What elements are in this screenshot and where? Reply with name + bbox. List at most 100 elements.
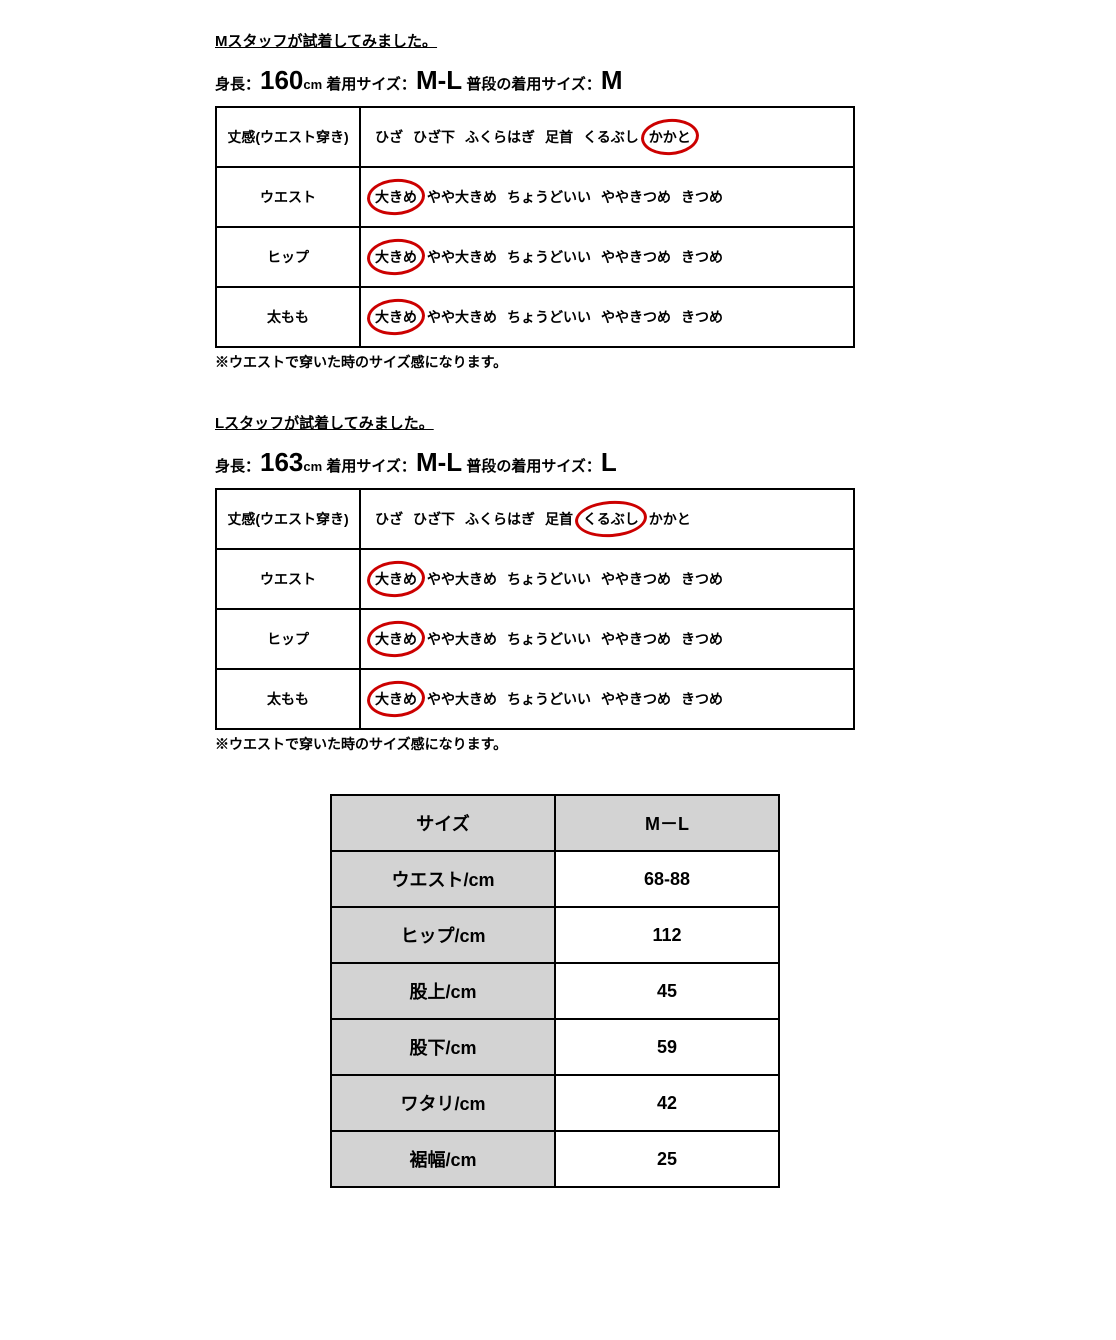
- fit-option: ややきつめ: [599, 187, 673, 207]
- size-row-label: ヒップ/cm: [331, 907, 555, 963]
- usual-label: 普段の着用サイズ：: [466, 76, 601, 93]
- fit-row-options: 大きめやや大きめちょうどいいややきつめきつめ: [360, 287, 854, 347]
- fit-option: きつめ: [679, 187, 725, 207]
- size-row-label: 股上/cm: [331, 963, 555, 1019]
- size-row-label: 裾幅/cm: [331, 1131, 555, 1187]
- fit-table: 丈感(ウエスト穿き)ひざひざ下ふくらはぎ足首くるぶしかかとウエスト大きめやや大き…: [215, 488, 855, 730]
- fit-option: ややきつめ: [599, 689, 673, 709]
- fit-row-options: 大きめやや大きめちょうどいいややきつめきつめ: [360, 669, 854, 729]
- usual-label: 普段の着用サイズ：: [466, 458, 601, 475]
- fit-row-options: 大きめやや大きめちょうどいいややきつめきつめ: [360, 167, 854, 227]
- fit-option: 大きめ: [373, 307, 419, 327]
- height-unit: cm: [303, 459, 322, 474]
- fit-note: ※ウエストで穿いた時のサイズ感になります。: [215, 734, 895, 754]
- size-row: 股下/cm59: [331, 1019, 779, 1075]
- fit-option: ややきつめ: [599, 569, 673, 589]
- fit-row: ウエスト大きめやや大きめちょうどいいややきつめきつめ: [216, 549, 854, 609]
- fit-option: 大きめ: [373, 569, 419, 589]
- size-row-label: ウエスト/cm: [331, 851, 555, 907]
- fit-row-label: 太もも: [216, 669, 360, 729]
- worn-value: M-L: [416, 447, 462, 477]
- fit-option: 大きめ: [373, 629, 419, 649]
- height-label: 身長：: [215, 458, 260, 475]
- usual-value: M: [601, 65, 623, 95]
- fit-option: きつめ: [679, 307, 725, 327]
- worn-label: 着用サイズ：: [326, 76, 416, 93]
- fit-option: かかと: [647, 127, 693, 147]
- fit-option: ややきつめ: [599, 307, 673, 327]
- fit-option: くるぶし: [581, 127, 641, 147]
- fit-option: くるぶし: [581, 509, 641, 529]
- size-row-label: ワタリ/cm: [331, 1075, 555, 1131]
- fit-option: やや大きめ: [425, 569, 499, 589]
- fit-row: 丈感(ウエスト穿き)ひざひざ下ふくらはぎ足首くるぶしかかと: [216, 489, 854, 549]
- worn-value: M-L: [416, 65, 462, 95]
- fit-option: ひざ下: [411, 127, 457, 147]
- fit-row-label: 丈感(ウエスト穿き): [216, 489, 360, 549]
- fit-row-label: 丈感(ウエスト穿き): [216, 107, 360, 167]
- fit-row: ヒップ大きめやや大きめちょうどいいややきつめきつめ: [216, 609, 854, 669]
- fit-row: 太もも大きめやや大きめちょうどいいややきつめきつめ: [216, 669, 854, 729]
- fit-row-label: ヒップ: [216, 609, 360, 669]
- staff-info-line: 身長：163cm 着用サイズ：M-L 普段の着用サイズ：L: [215, 447, 895, 478]
- size-header-cell: M－L: [555, 795, 779, 851]
- fit-option: ちょうどいい: [505, 689, 593, 709]
- fit-option: きつめ: [679, 689, 725, 709]
- size-row: ウエスト/cm68-88: [331, 851, 779, 907]
- fit-option: やや大きめ: [425, 629, 499, 649]
- size-row: ワタリ/cm42: [331, 1075, 779, 1131]
- height-label: 身長：: [215, 76, 260, 93]
- size-table: サイズM－Lウエスト/cm68-88ヒップ/cm112股上/cm45股下/cm5…: [330, 794, 780, 1188]
- fit-option: ひざ: [373, 127, 405, 147]
- size-row: 裾幅/cm25: [331, 1131, 779, 1187]
- fit-option: ちょうどいい: [505, 187, 593, 207]
- fit-option: きつめ: [679, 569, 725, 589]
- fit-option: ふくらはぎ: [463, 127, 537, 147]
- size-row-label: 股下/cm: [331, 1019, 555, 1075]
- worn-label: 着用サイズ：: [326, 458, 416, 475]
- fit-option: やや大きめ: [425, 247, 499, 267]
- size-row-value: 68-88: [555, 851, 779, 907]
- fit-option: やや大きめ: [425, 187, 499, 207]
- fit-row-options: 大きめやや大きめちょうどいいややきつめきつめ: [360, 609, 854, 669]
- fit-option: ややきつめ: [599, 247, 673, 267]
- size-row-value: 59: [555, 1019, 779, 1075]
- fit-row-label: ヒップ: [216, 227, 360, 287]
- fit-row: 丈感(ウエスト穿き)ひざひざ下ふくらはぎ足首くるぶしかかと: [216, 107, 854, 167]
- fit-row: 太もも大きめやや大きめちょうどいいややきつめきつめ: [216, 287, 854, 347]
- fit-option: ちょうどいい: [505, 629, 593, 649]
- fit-row-label: 太もも: [216, 287, 360, 347]
- fit-row: ヒップ大きめやや大きめちょうどいいややきつめきつめ: [216, 227, 854, 287]
- staff-info-line: 身長：160cm 着用サイズ：M-L 普段の着用サイズ：M: [215, 65, 895, 96]
- fit-option: やや大きめ: [425, 689, 499, 709]
- size-row-value: 25: [555, 1131, 779, 1187]
- fit-option: かかと: [647, 509, 693, 529]
- fit-row-label: ウエスト: [216, 167, 360, 227]
- usual-value: L: [601, 447, 617, 477]
- staff-heading: Lスタッフが試着してみました。: [215, 412, 895, 433]
- fit-row-options: 大きめやや大きめちょうどいいややきつめきつめ: [360, 227, 854, 287]
- fit-option: 足首: [543, 127, 575, 147]
- fit-option: ふくらはぎ: [463, 509, 537, 529]
- fit-option: やや大きめ: [425, 307, 499, 327]
- size-row: 股上/cm45: [331, 963, 779, 1019]
- fit-option: ひざ下: [411, 509, 457, 529]
- fit-option: ひざ: [373, 509, 405, 529]
- fit-option: 大きめ: [373, 247, 419, 267]
- height-value: 163: [260, 447, 303, 477]
- fit-option: ちょうどいい: [505, 247, 593, 267]
- fit-table: 丈感(ウエスト穿き)ひざひざ下ふくらはぎ足首くるぶしかかとウエスト大きめやや大き…: [215, 106, 855, 348]
- fit-row-options: ひざひざ下ふくらはぎ足首くるぶしかかと: [360, 107, 854, 167]
- fit-option: 足首: [543, 509, 575, 529]
- fit-note: ※ウエストで穿いた時のサイズ感になります。: [215, 352, 895, 372]
- size-header-row: サイズM－L: [331, 795, 779, 851]
- size-row-value: 45: [555, 963, 779, 1019]
- fit-row-options: ひざひざ下ふくらはぎ足首くるぶしかかと: [360, 489, 854, 549]
- fit-option: ちょうどいい: [505, 307, 593, 327]
- fit-row-options: 大きめやや大きめちょうどいいややきつめきつめ: [360, 549, 854, 609]
- fit-option: きつめ: [679, 629, 725, 649]
- size-header-cell: サイズ: [331, 795, 555, 851]
- fit-row: ウエスト大きめやや大きめちょうどいいややきつめきつめ: [216, 167, 854, 227]
- fit-option: ややきつめ: [599, 629, 673, 649]
- fit-option: ちょうどいい: [505, 569, 593, 589]
